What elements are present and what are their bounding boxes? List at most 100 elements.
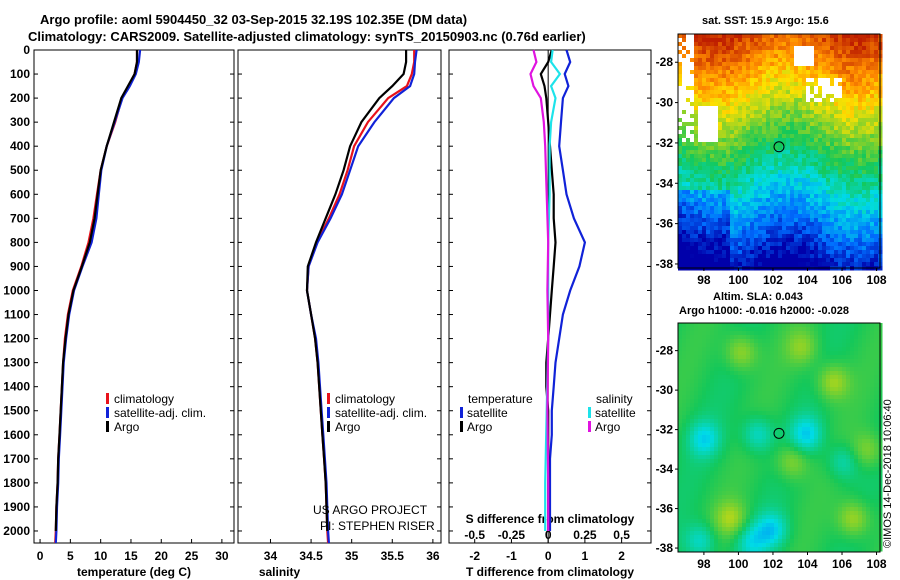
map-cell [678, 262, 683, 267]
map-cell [754, 50, 759, 55]
map-cell [706, 399, 711, 404]
map-cell [714, 447, 719, 452]
map-cell [746, 463, 751, 468]
map-cell [694, 359, 699, 364]
map-cell [778, 198, 783, 203]
map-cell [702, 487, 707, 492]
map-cell [742, 519, 747, 524]
map-cell [726, 246, 731, 251]
map-cell [774, 134, 779, 139]
map-cell [714, 90, 719, 95]
map-cell [742, 375, 747, 380]
map-cell [742, 359, 747, 364]
map-cell [774, 459, 779, 464]
map-cell [758, 250, 763, 255]
map-cell [754, 327, 759, 332]
map-cell [690, 98, 695, 103]
map-cell [798, 383, 803, 388]
map-cell [698, 42, 703, 47]
map-cell [826, 246, 831, 251]
map-cell [786, 198, 791, 203]
map-cell [786, 206, 791, 211]
map-cell [798, 74, 803, 79]
map-cell [850, 98, 855, 103]
map-cell [722, 379, 727, 384]
map-cell [786, 34, 791, 39]
map-cell [834, 154, 839, 159]
map-cell [678, 42, 683, 47]
map-cell [734, 435, 739, 440]
map-cell [754, 166, 759, 171]
map-cell [694, 218, 699, 223]
map-cell [874, 210, 879, 215]
map-cell [702, 34, 707, 39]
map-cell [874, 174, 879, 179]
map-cell [782, 82, 787, 87]
map-cell [770, 367, 775, 372]
map-cell [714, 423, 719, 428]
map-cell [758, 106, 763, 111]
map-cell [818, 102, 823, 107]
map-cell [850, 34, 855, 39]
map-cell [770, 331, 775, 336]
map-cell [850, 94, 855, 99]
map-cell [766, 375, 771, 380]
map-cell [818, 130, 823, 135]
map-cell [822, 74, 827, 79]
map-cell [734, 126, 739, 131]
map-cell [722, 367, 727, 372]
map-cell [766, 34, 771, 39]
map-cell [802, 230, 807, 235]
map-cell [850, 146, 855, 151]
map-cell [714, 387, 719, 392]
map-cell [698, 439, 703, 444]
map-cell [774, 118, 779, 123]
map-cell [818, 42, 823, 47]
map-cell [726, 391, 731, 396]
map-cell [806, 170, 811, 175]
map-cell [682, 347, 687, 352]
map-cell [838, 138, 843, 143]
map-cell [726, 523, 731, 528]
map-cell [702, 539, 707, 544]
map-cell [678, 447, 683, 452]
map-cell [694, 399, 699, 404]
map-cell [694, 42, 699, 47]
map-cell [726, 403, 731, 408]
map-cell [822, 258, 827, 263]
map-cell [742, 323, 747, 328]
map-cell [814, 218, 819, 223]
series-line-argo [305, 50, 408, 532]
map-cell [702, 242, 707, 247]
map-cell [702, 98, 707, 103]
map-cell [782, 154, 787, 159]
map-cell [778, 363, 783, 368]
map-cell [814, 178, 819, 183]
map-cell [678, 210, 683, 215]
map-cell [870, 74, 875, 79]
map-cell [686, 343, 691, 348]
map-cell [730, 411, 735, 416]
map-cell [782, 210, 787, 215]
map-cell [706, 439, 711, 444]
map-cell [690, 178, 695, 183]
map-cell [738, 182, 743, 187]
map-cell [822, 242, 827, 247]
map-cell [718, 202, 723, 207]
map-cell [782, 487, 787, 492]
map-cell [706, 82, 711, 87]
map-cell [854, 234, 859, 239]
map-cell [866, 174, 871, 179]
map-cell [830, 198, 835, 203]
map-cell [842, 206, 847, 211]
map-cell [822, 198, 827, 203]
map-cell [678, 154, 683, 159]
map-cell [762, 114, 767, 119]
map-cell [678, 439, 683, 444]
map-cell [690, 543, 695, 548]
map-cell [682, 58, 687, 63]
map-cell [758, 487, 763, 492]
map-cell [770, 391, 775, 396]
map-cell [694, 134, 699, 139]
map-cell [702, 435, 707, 440]
